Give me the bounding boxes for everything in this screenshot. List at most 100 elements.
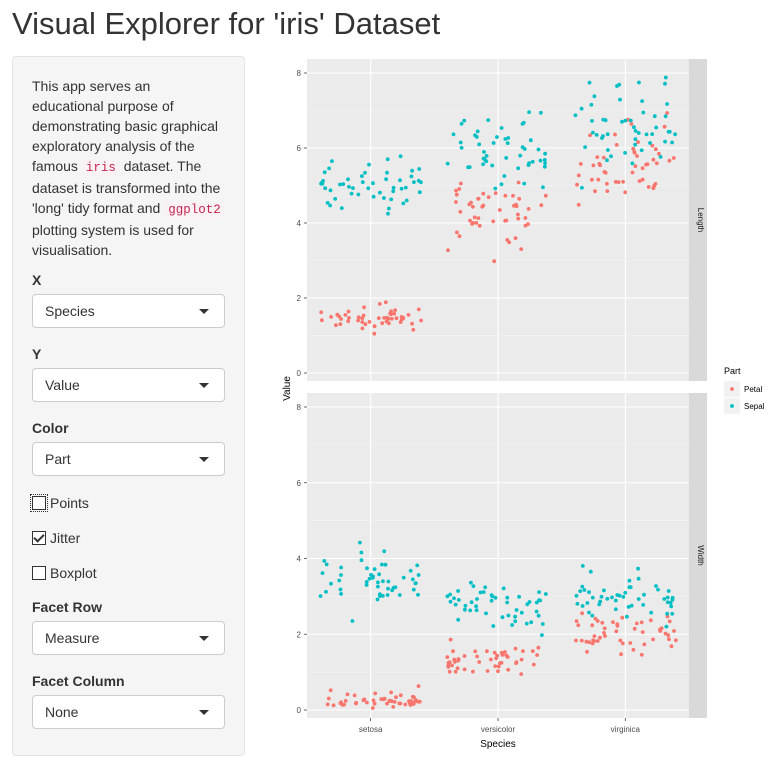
data-point-sepal bbox=[633, 142, 637, 147]
data-point-sepal bbox=[534, 609, 539, 614]
data-point-petal bbox=[485, 669, 490, 673]
intro-text-part-2: dataset. The dataset is transformed into… bbox=[32, 158, 221, 216]
data-point-petal bbox=[611, 620, 615, 624]
data-point-petal bbox=[634, 621, 639, 626]
data-point-petal bbox=[394, 316, 399, 321]
data-point-petal bbox=[346, 319, 351, 324]
data-point-petal bbox=[632, 149, 637, 154]
data-point-sepal bbox=[482, 150, 486, 154]
data-point-sepal bbox=[530, 159, 535, 164]
data-point-sepal bbox=[484, 154, 489, 158]
data-point-sepal bbox=[489, 598, 494, 603]
data-point-sepal bbox=[398, 178, 402, 183]
data-point-sepal bbox=[391, 185, 396, 190]
data-point-petal bbox=[379, 697, 384, 701]
data-point-sepal bbox=[514, 608, 519, 612]
data-point-sepal bbox=[463, 607, 467, 612]
legend-key-dot-sepal bbox=[730, 404, 734, 408]
data-point-petal bbox=[328, 688, 333, 693]
data-point-sepal bbox=[666, 589, 671, 593]
data-point-petal bbox=[535, 653, 539, 657]
data-point-sepal bbox=[670, 611, 675, 616]
data-point-petal bbox=[574, 638, 578, 643]
data-point-sepal bbox=[328, 203, 332, 208]
data-point-sepal bbox=[641, 110, 646, 115]
data-point-petal bbox=[590, 623, 595, 628]
data-point-sepal bbox=[543, 161, 547, 165]
data-point-sepal bbox=[637, 80, 641, 85]
data-point-petal bbox=[360, 326, 365, 331]
data-point-petal bbox=[574, 619, 579, 623]
data-point-petal bbox=[320, 318, 324, 323]
data-point-petal bbox=[590, 177, 594, 182]
data-point-sepal bbox=[536, 147, 541, 152]
data-point-sepal bbox=[538, 158, 543, 163]
data-point-petal bbox=[457, 187, 462, 191]
data-point-sepal bbox=[367, 162, 371, 167]
data-point-sepal bbox=[528, 138, 533, 143]
data-point-petal bbox=[486, 195, 491, 200]
data-point-petal bbox=[467, 202, 472, 207]
data-point-petal bbox=[476, 216, 481, 221]
color-select[interactable]: Part bbox=[32, 442, 225, 476]
data-point-petal bbox=[639, 652, 644, 657]
y-tick-label: 4 bbox=[297, 219, 302, 228]
data-point-sepal bbox=[527, 110, 531, 114]
intro-code-iris: iris bbox=[81, 160, 120, 176]
data-point-sepal bbox=[627, 578, 632, 583]
jitter-checkbox-label[interactable]: Jitter bbox=[50, 530, 81, 546]
data-point-sepal bbox=[380, 562, 384, 567]
data-point-sepal bbox=[333, 197, 338, 201]
data-point-petal bbox=[632, 626, 637, 631]
data-point-petal bbox=[593, 189, 597, 194]
data-point-sepal bbox=[329, 581, 333, 586]
data-point-sepal bbox=[371, 181, 375, 186]
facet-row-select[interactable]: Measure bbox=[32, 621, 225, 655]
data-point-petal bbox=[631, 647, 636, 652]
data-point-petal bbox=[462, 667, 467, 672]
y-select[interactable]: Value bbox=[32, 368, 225, 402]
data-point-sepal bbox=[493, 186, 498, 191]
data-point-sepal bbox=[633, 129, 638, 133]
data-point-sepal bbox=[360, 174, 364, 178]
data-point-petal bbox=[346, 309, 351, 314]
data-point-sepal bbox=[649, 610, 654, 615]
data-point-sepal bbox=[386, 579, 391, 584]
x-label: X bbox=[32, 272, 42, 288]
data-point-sepal bbox=[580, 584, 585, 589]
data-point-petal bbox=[591, 163, 596, 168]
data-point-petal bbox=[392, 311, 397, 316]
data-point-sepal bbox=[513, 619, 518, 624]
data-point-petal bbox=[519, 672, 524, 676]
x-select[interactable]: Species bbox=[32, 294, 225, 328]
data-point-petal bbox=[372, 331, 377, 336]
points-checkbox-row[interactable]: Points bbox=[30, 494, 225, 512]
data-point-sepal bbox=[513, 614, 517, 619]
facet-column-select[interactable]: None bbox=[32, 695, 225, 729]
jitter-checkbox[interactable] bbox=[32, 531, 46, 545]
jitter-checkbox-row[interactable]: Jitter bbox=[32, 529, 225, 547]
data-point-petal bbox=[579, 638, 584, 643]
data-point-petal bbox=[450, 663, 454, 668]
data-point-sepal bbox=[583, 145, 587, 149]
data-point-sepal bbox=[341, 182, 346, 186]
data-point-petal bbox=[416, 684, 421, 688]
data-point-petal bbox=[347, 316, 351, 320]
points-checkbox-label[interactable]: Points bbox=[50, 495, 89, 511]
data-point-sepal bbox=[648, 141, 652, 145]
data-point-petal bbox=[363, 322, 368, 327]
data-point-sepal bbox=[665, 102, 669, 106]
y-select-value: Value bbox=[45, 377, 80, 393]
points-checkbox[interactable] bbox=[30, 494, 48, 512]
boxplot-checkbox[interactable] bbox=[32, 566, 46, 580]
data-point-sepal bbox=[471, 584, 476, 588]
data-point-petal bbox=[382, 696, 387, 701]
data-point-petal bbox=[506, 667, 511, 672]
data-point-sepal bbox=[364, 580, 369, 584]
boxplot-checkbox-row[interactable]: Boxplot bbox=[32, 564, 225, 582]
data-point-petal bbox=[602, 631, 606, 635]
boxplot-checkbox-label[interactable]: Boxplot bbox=[50, 565, 97, 581]
data-point-petal bbox=[507, 240, 511, 245]
data-point-petal bbox=[616, 180, 621, 184]
data-point-sepal bbox=[384, 177, 388, 182]
